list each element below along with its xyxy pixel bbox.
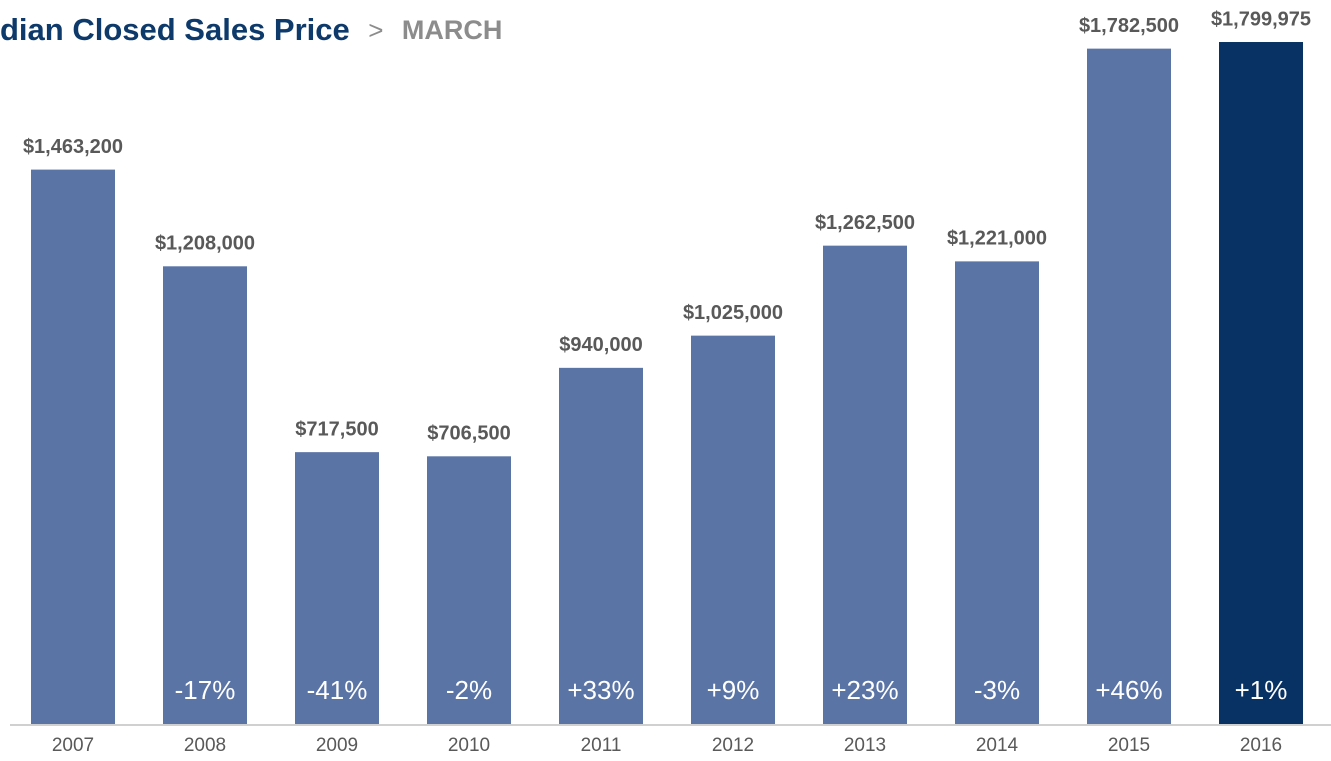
bar [691, 335, 775, 724]
change-label: -41% [307, 675, 368, 705]
change-label: -2% [446, 675, 492, 705]
value-label: $940,000 [559, 334, 642, 356]
bar [427, 456, 511, 724]
value-label: $717,500 [295, 418, 378, 440]
bar [1087, 48, 1171, 724]
change-label: +1% [1235, 675, 1288, 705]
separator: > [368, 15, 383, 45]
x-tick-label: 2007 [52, 735, 94, 756]
change-label: +9% [707, 675, 760, 705]
x-tick-label: 2011 [581, 735, 622, 756]
change-label: +23% [831, 675, 898, 705]
change-label: -3% [974, 675, 1020, 705]
x-tick-label: 2015 [1108, 735, 1150, 756]
value-label: $1,463,200 [23, 136, 123, 158]
value-label: $706,500 [427, 423, 510, 445]
bar [163, 266, 247, 724]
x-tick-label: 2013 [844, 735, 886, 756]
bar [31, 169, 115, 725]
chart-subtitle: MARCH [402, 15, 503, 45]
change-label: +46% [1095, 675, 1162, 705]
value-label: $1,025,000 [683, 302, 783, 324]
bar [823, 245, 907, 724]
value-label: $1,262,500 [815, 212, 915, 234]
chart-title: dian Closed Sales Price [0, 12, 350, 47]
x-tick-label: 2014 [976, 735, 1019, 756]
value-label: $1,782,500 [1079, 15, 1179, 37]
x-tick-label: 2016 [1240, 735, 1282, 756]
bar [955, 261, 1039, 724]
x-tick-label: 2012 [712, 735, 754, 756]
bar [1219, 42, 1303, 725]
value-label: $1,208,000 [155, 233, 255, 255]
bar [559, 367, 643, 724]
x-tick-label: 2010 [448, 735, 490, 756]
x-tick-label: 2008 [184, 735, 226, 756]
change-label: -17% [175, 675, 236, 705]
value-label: $1,221,000 [947, 228, 1047, 250]
chart-heading: dian Closed Sales Price > MARCH [0, 12, 502, 47]
change-label: +33% [567, 675, 634, 705]
bar [295, 452, 379, 724]
x-tick-label: 2009 [316, 735, 358, 756]
value-label: $1,799,975 [1211, 8, 1311, 30]
